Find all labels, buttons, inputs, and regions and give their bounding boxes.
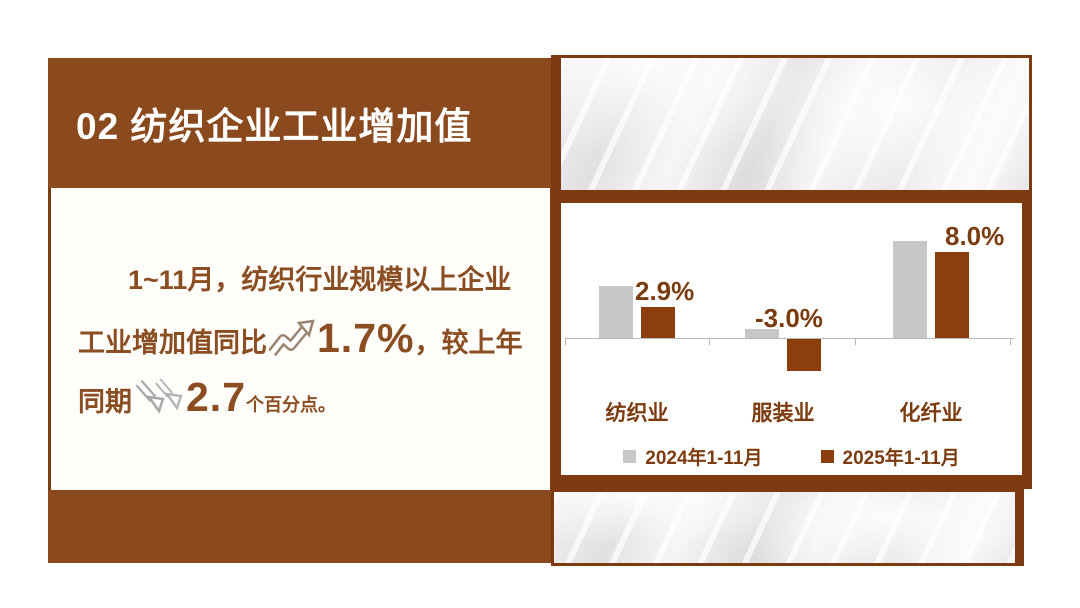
down-trend-arrow-icon [135, 378, 183, 414]
growth-value: 1.7% [317, 314, 415, 361]
summary-panel: 1~11月，纺织行业规模以上企业 工业增加值同比 1.7% ，较上年 同期 2.… [48, 188, 553, 490]
category-label-服装业: 服装业 [751, 402, 815, 425]
bar-2025年1-11月-化纤业 [935, 252, 969, 338]
up-trend-arrow-icon [269, 319, 315, 357]
axis-tick [855, 339, 856, 345]
bar-2025年1-11月-纺织业 [641, 307, 675, 338]
summary-line-2: 工业增加值同比 1.7% ，较上年 [78, 314, 550, 361]
legend-swatch-icon [623, 450, 637, 463]
bar-value-label: 8.0% [945, 221, 1005, 251]
chart-legend: 2024年1-11月 2025年1-11月 [561, 443, 1022, 470]
fabric-photo-top [551, 55, 1032, 193]
summary-line-1: 1~11月，纺织行业规模以上企业 [78, 258, 550, 297]
summary-text: 同期 [78, 386, 132, 417]
category-label-纺织业: 纺织业 [605, 402, 669, 425]
fabric-photo-bottom [551, 489, 1024, 566]
bar-value-label: 2.9% [635, 276, 695, 306]
legend-item: 2024年1-11月 [623, 443, 763, 470]
summary-text: 1~11月，纺织行业规模以上企业 [128, 265, 512, 295]
x-axis-line [565, 338, 1014, 339]
legend-swatch-icon [820, 450, 834, 463]
left-footer-block [48, 490, 551, 563]
section-title-block: 02 纺织企业工业增加值 [48, 58, 553, 188]
bar-chart: 2.9% -3.0% 8.0% 纺织业 服装业 化纤业 [561, 203, 1022, 475]
axis-tick [709, 339, 710, 345]
bar-2024年1-11月-服装业 [745, 329, 779, 338]
axis-tick [565, 339, 566, 345]
summary-text: 工业增加值同比 [78, 327, 267, 358]
legend-item: 2025年1-11月 [820, 443, 960, 470]
section-title: 02 纺织企业工业增加值 [76, 106, 473, 147]
bar-2025年1-11月-服装业 [787, 339, 821, 371]
bar-2024年1-11月-化纤业 [893, 241, 927, 338]
category-label-化纤业: 化纤业 [899, 402, 963, 425]
summary-line-3: 同期 2.7 个百分点。 [78, 373, 550, 421]
axis-tick [1010, 339, 1011, 345]
legend-label: 2024年1-11月 [645, 448, 763, 469]
summary-text: ，较上年 [414, 327, 523, 358]
bar-value-label: -3.0% [755, 303, 823, 333]
bar-2024年1-11月-纺织业 [599, 286, 633, 338]
legend-label: 2025年1-11月 [842, 448, 960, 469]
chart-panel: 2.9% -3.0% 8.0% 纺织业 服装业 化纤业 2024年1-11月 2025年1-… [551, 193, 1032, 489]
decline-unit: 个百分点。 [246, 395, 336, 415]
decline-value: 2.7 [186, 373, 246, 420]
